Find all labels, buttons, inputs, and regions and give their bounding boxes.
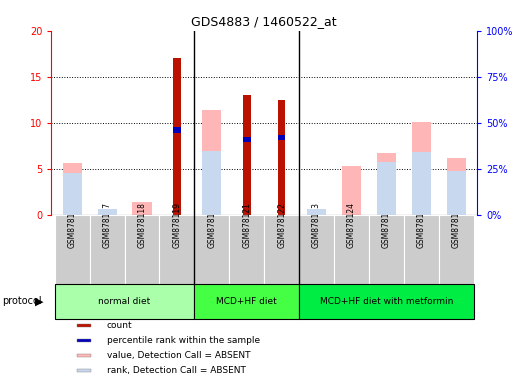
Text: value, Detection Call = ABSENT: value, Detection Call = ABSENT [107,351,250,360]
Text: percentile rank within the sample: percentile rank within the sample [107,336,260,345]
Bar [77,354,91,357]
Bar [77,369,91,372]
Text: count: count [107,321,132,330]
Text: GSM878116: GSM878116 [68,202,77,248]
Bar [307,209,326,215]
Text: normal diet: normal diet [98,297,151,306]
Bar [377,153,396,215]
Bar [194,284,299,319]
Title: GDS4883 / 1460522_at: GDS4883 / 1460522_at [191,15,337,28]
Bar [342,166,361,215]
Text: GSM878124: GSM878124 [347,202,356,248]
Bar [278,100,285,215]
Bar [278,135,285,141]
Bar [63,164,82,215]
Bar [55,215,90,284]
Bar [264,215,299,284]
Bar [202,151,222,215]
Bar [439,215,473,284]
Text: GSM878126: GSM878126 [417,202,426,248]
Text: GSM878119: GSM878119 [172,202,182,248]
Text: GSM878127: GSM878127 [451,202,461,248]
Bar [369,215,404,284]
Text: GSM878123: GSM878123 [312,202,321,248]
Text: GSM878122: GSM878122 [277,202,286,248]
Bar [194,215,229,284]
Bar [132,202,152,215]
Text: ▶: ▶ [35,296,44,306]
Text: MCD+HF diet with metformin: MCD+HF diet with metformin [320,297,453,306]
Bar [446,171,466,215]
Text: rank, Detection Call = ABSENT: rank, Detection Call = ABSENT [107,366,246,375]
Bar [229,215,264,284]
Bar [160,215,194,284]
Bar [299,284,473,319]
Text: GSM878120: GSM878120 [207,202,216,248]
Bar [243,137,250,142]
Bar [377,162,396,215]
Bar [404,215,439,284]
Text: protocol: protocol [3,296,42,306]
Bar [299,215,334,284]
Bar [173,58,181,215]
Bar [173,127,181,133]
Text: GSM878118: GSM878118 [137,202,147,248]
Bar [411,122,431,215]
Text: GSM878117: GSM878117 [103,202,112,248]
Bar [243,95,250,215]
Bar [411,152,431,215]
Bar [77,339,91,342]
Bar [63,173,82,215]
Text: MCD+HF diet: MCD+HF diet [216,297,277,306]
Bar [125,215,160,284]
Text: GSM878125: GSM878125 [382,202,391,248]
Bar [55,284,194,319]
Bar [202,110,222,215]
Bar [446,158,466,215]
Text: GSM878121: GSM878121 [242,202,251,248]
Bar [77,324,91,327]
Bar [97,209,117,215]
Bar [334,215,369,284]
Bar [90,215,125,284]
